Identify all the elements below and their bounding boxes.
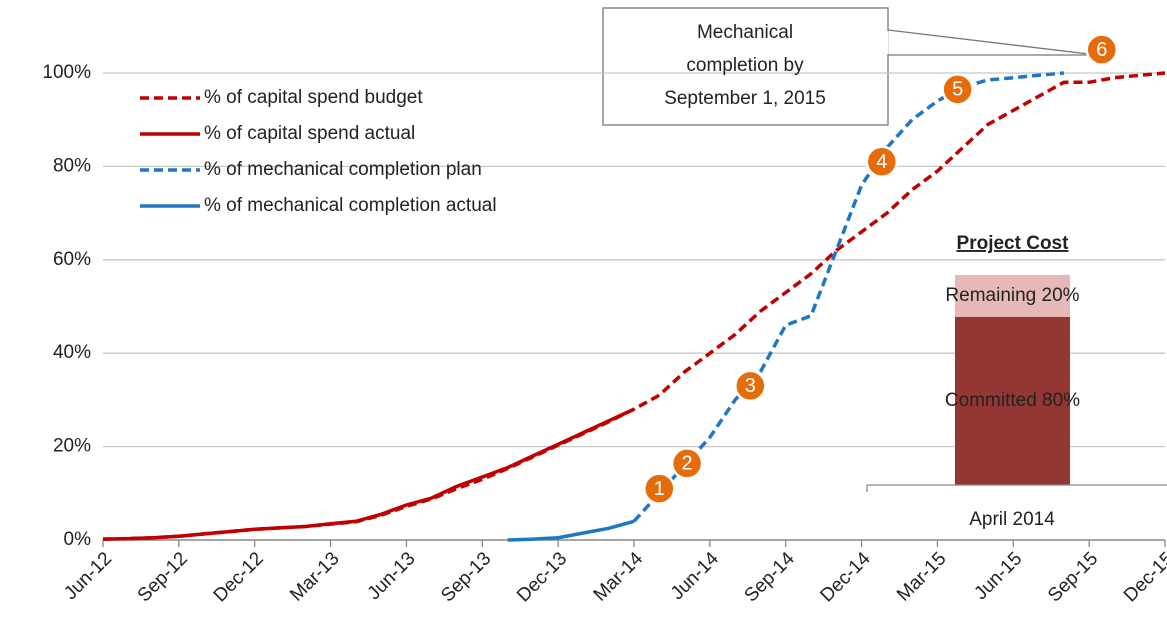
y-tick-label: 60% — [53, 249, 91, 270]
y-tick-label: 0% — [64, 529, 92, 550]
inset-title: Project Cost — [957, 233, 1070, 254]
series-line — [102, 407, 635, 541]
marker — [1085, 33, 1119, 66]
series-line — [632, 71, 1065, 523]
legend-label: % of mechanical completion actual — [204, 195, 497, 216]
inset-bar — [955, 317, 1070, 485]
y-tick-label: 100% — [42, 62, 91, 83]
callout-text: completion by — [686, 55, 804, 76]
legend-label: % of capital spend budget — [204, 87, 423, 108]
marker — [734, 369, 767, 403]
inset-bar-label: Remaining 20% — [945, 285, 1079, 306]
callout-text: Mechanical — [697, 22, 793, 43]
marker — [941, 73, 974, 106]
callout-text: September 1, 2015 — [664, 88, 826, 109]
inset-bar — [955, 275, 1070, 317]
x-tick-label: Dec-13 — [513, 548, 571, 606]
x-tick-label: Dec-15 — [1120, 548, 1167, 606]
callout-box — [602, 7, 889, 126]
x-tick-label: Mar-14 — [590, 548, 648, 606]
x-tick-label: Mar-15 — [893, 548, 950, 605]
x-tick-label: Jun-15 — [970, 548, 1026, 604]
x-tick-label: Dec-12 — [210, 548, 268, 606]
x-tick-label: Sep-13 — [437, 548, 495, 606]
marker-label: 2 — [682, 453, 693, 475]
legend-label: % of capital spend actual — [204, 123, 415, 144]
marker — [865, 145, 899, 178]
x-tick-label: Sep-12 — [134, 548, 192, 606]
marker-label: 6 — [1096, 39, 1107, 61]
callout — [602, 7, 1098, 126]
x-tick-label: Dec-14 — [816, 548, 874, 606]
x-tick-label: Jun-12 — [60, 548, 116, 604]
x-tick-label: Jun-13 — [364, 548, 420, 604]
legend-label: % of mechanical completion plan — [204, 159, 482, 180]
marker-label: 5 — [952, 79, 963, 101]
y-tick-label: 80% — [53, 155, 91, 176]
series-line — [507, 519, 635, 542]
marker — [670, 447, 704, 480]
marker-label: 4 — [876, 151, 887, 173]
marker-label: 3 — [745, 375, 756, 397]
marker — [643, 472, 676, 505]
inset-category: April 2014 — [969, 509, 1055, 530]
inset-bar-label: Committed 80% — [945, 390, 1080, 411]
x-tick-label: Sep-15 — [1044, 548, 1102, 606]
callout-pointer — [887, 29, 1098, 56]
x-tick-label: Jun-14 — [667, 548, 723, 604]
x-tick-label: Sep-14 — [741, 548, 799, 606]
y-tick-label: 20% — [53, 436, 91, 457]
y-tick-label: 40% — [53, 342, 91, 363]
marker-label: 1 — [654, 478, 665, 500]
x-tick-label: Mar-13 — [286, 548, 343, 605]
